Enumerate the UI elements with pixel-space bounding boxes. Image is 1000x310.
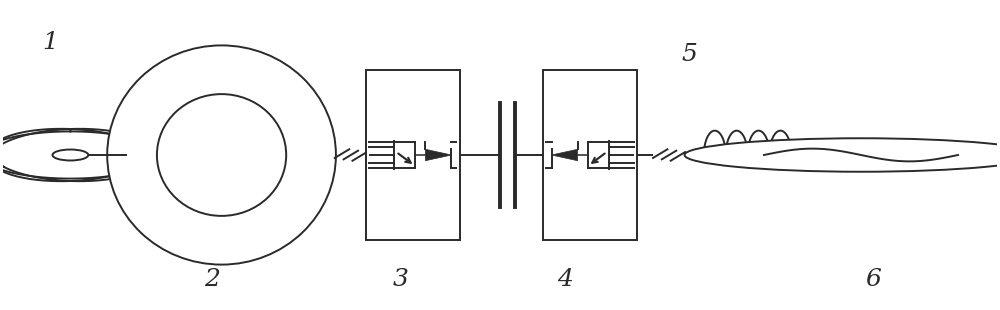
Text: 3: 3 <box>393 268 408 291</box>
Ellipse shape <box>107 45 336 265</box>
Bar <box>543 70 637 240</box>
Ellipse shape <box>157 94 286 216</box>
Text: 2: 2 <box>204 268 220 291</box>
Text: 5: 5 <box>681 43 697 66</box>
Text: 6: 6 <box>865 268 881 291</box>
Circle shape <box>52 149 88 161</box>
Bar <box>366 70 460 240</box>
Text: 4: 4 <box>557 268 573 291</box>
Polygon shape <box>552 149 578 161</box>
Ellipse shape <box>685 138 1000 172</box>
Polygon shape <box>425 149 451 161</box>
Text: 1: 1 <box>43 31 58 54</box>
